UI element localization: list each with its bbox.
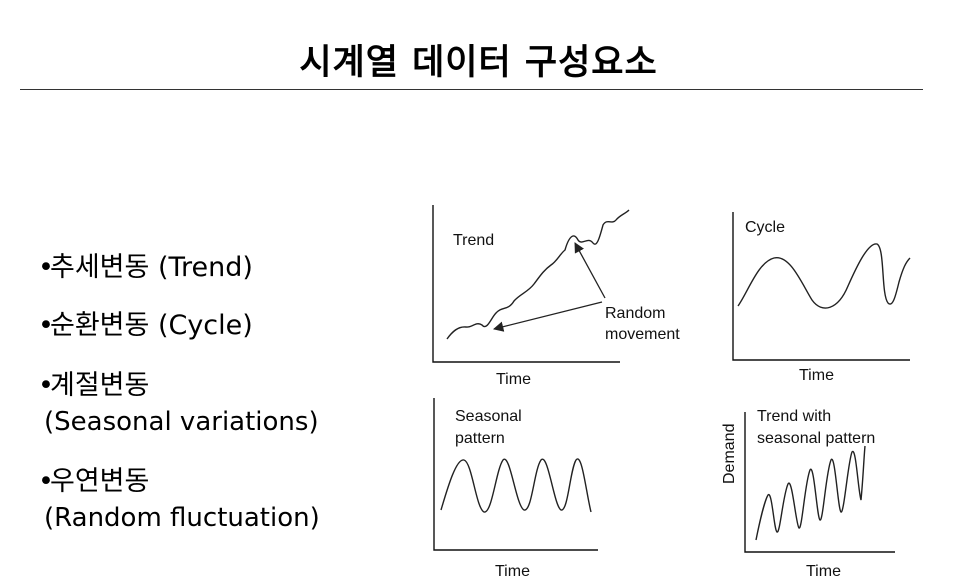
bullet-item-random: •우연변동 (Random fluctuation): [38, 464, 320, 533]
random-movement-label-line1: Random: [605, 305, 665, 322]
seasonal-label-line2: pattern: [455, 430, 505, 447]
random-movement-arrow-lower: [492, 301, 603, 332]
trend-seasonal-panel: Demand Trend with seasonal pattern Time: [721, 408, 895, 580]
trend-label: Trend: [453, 232, 494, 249]
bullet-text: 순환변동 (Cycle): [50, 310, 253, 341]
slide-title: 시계열 데이터 구성요소: [299, 43, 658, 83]
bullet-text: 계절변동: [50, 370, 150, 401]
bullet-item-cycle: •순환변동 (Cycle): [38, 308, 253, 344]
bullet-dot: •: [38, 252, 54, 283]
trend-seasonal-xlabel: Time: [806, 563, 841, 580]
bullet-text: 우연변동: [50, 466, 150, 497]
bullet-item-trend: •추세변동 (Trend): [38, 250, 253, 286]
trend-curve: [446, 209, 630, 340]
seasonal-xlabel: Time: [495, 563, 530, 580]
trend-seasonal-axes: [744, 412, 895, 553]
bullet-dot: •: [38, 466, 54, 497]
cycle-curve: [737, 243, 911, 309]
trend-xlabel: Time: [496, 371, 531, 388]
bullet-dot: •: [38, 310, 54, 341]
trend-axes: [432, 205, 620, 363]
cycle-label: Cycle: [745, 219, 785, 236]
seasonal-panel: Seasonal pattern Time: [433, 398, 598, 580]
bullet-subtext: (Seasonal variations): [44, 407, 319, 437]
title-divider: [20, 89, 923, 90]
trend-seasonal-label-line2: seasonal pattern: [757, 430, 875, 447]
cycle-axes: [732, 212, 910, 361]
bullet-item-seasonal: •계절변동 (Seasonal variations): [38, 368, 319, 437]
seasonal-label-line1: Seasonal: [455, 408, 522, 425]
random-movement-label-line2: movement: [605, 326, 680, 343]
trend-seasonal-curve: [755, 445, 866, 541]
bullet-text: 추세변동 (Trend): [50, 252, 253, 283]
trend-panel: Trend Random movement Time: [432, 205, 680, 388]
trend-seasonal-label-line1: Trend with: [757, 408, 831, 425]
seasonal-axes: [433, 398, 598, 551]
trend-seasonal-ylabel: Demand: [721, 424, 738, 484]
bullet-subtext: (Random fluctuation): [44, 503, 320, 533]
seasonal-curve: [440, 458, 592, 513]
random-movement-arrow-upper: [574, 242, 606, 299]
bullet-dot: •: [38, 370, 54, 401]
cycle-xlabel: Time: [799, 367, 834, 384]
cycle-panel: Cycle Time: [732, 212, 911, 384]
